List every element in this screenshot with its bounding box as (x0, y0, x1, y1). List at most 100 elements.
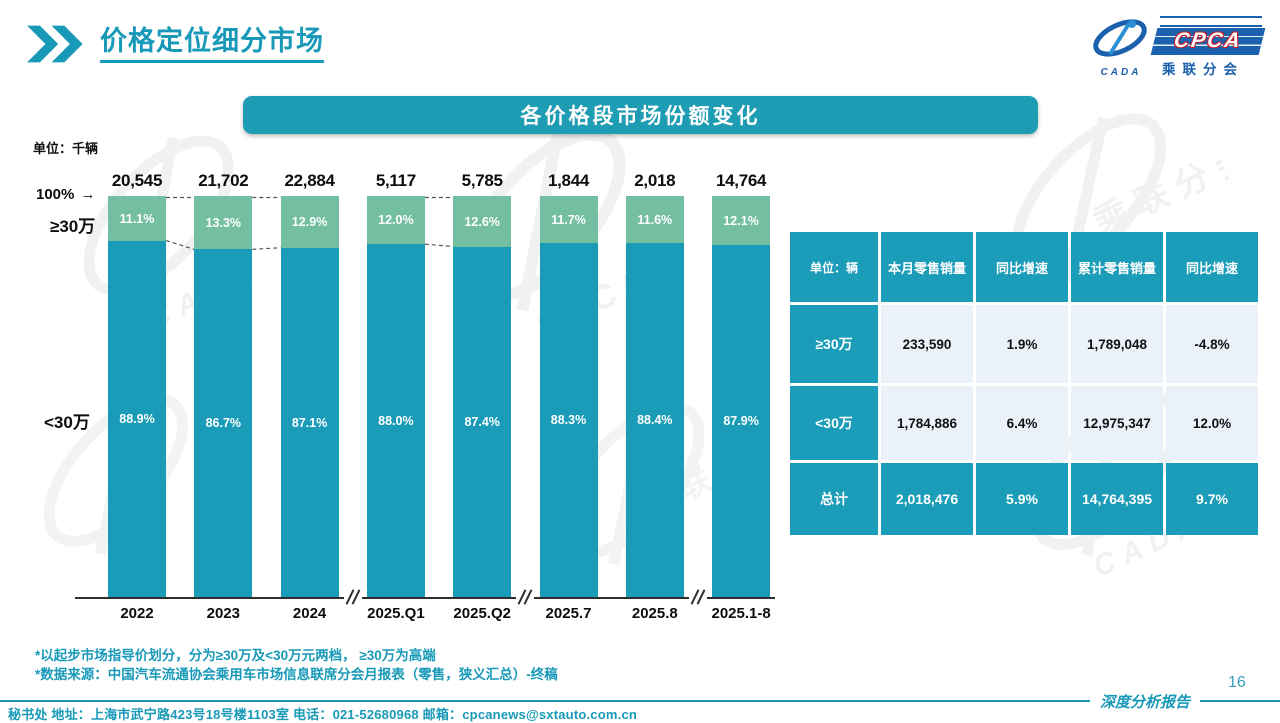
segment-high: 12.0% (366, 196, 425, 244)
segment-high: 13.3% (194, 196, 253, 249)
x-axis-label: 2025.Q1 (367, 605, 425, 622)
footnotes: *以起步市场指导价划分，分为≥30万及<30万元两档， ≥30万为高端 *数据来… (35, 646, 558, 684)
stacked-bar: 5,785 12.6% 87.4% 2025.Q2 (453, 171, 512, 622)
segment-value: 12.1% (723, 213, 759, 228)
table-unit-header: 单位：辆 (790, 232, 878, 302)
table-header-cell: 同比增速 (976, 232, 1068, 302)
table-cell: 233,590 (881, 305, 973, 383)
stacked-bar: 22,884 12.9% 87.1% 2024 (280, 171, 339, 622)
double-chevron-icon (26, 24, 84, 64)
table-cell: 12.0% (1166, 386, 1258, 460)
segment-low: 88.0% (366, 244, 425, 597)
segment-value: 88.4% (637, 413, 673, 427)
segment-value: 87.4% (464, 415, 500, 429)
cpca-logo: CADA CPCA 乘联分会 (1092, 16, 1267, 78)
bar-chart: 20,545 11.1% 88.9% 2022 21,702 13.3% 86.7% 2023… (75, 171, 775, 622)
cada-label: CADA (1100, 67, 1142, 78)
cpca-wordmark: CPCA (1150, 28, 1266, 55)
stacked-bar: 1,844 11.7% 88.3% 2025.7 (539, 171, 598, 622)
table-cell: 2,018,476 (881, 463, 973, 535)
chart-unit-label: 单位：千辆 (33, 141, 99, 156)
chart-title: 各价格段市场份额变化 (520, 105, 761, 128)
segment-value: 12.0% (378, 213, 414, 227)
x-axis-label: 2025.1-8 (711, 605, 771, 622)
chart-title-banner: 各价格段市场份额变化 (243, 96, 1038, 134)
table-cell: 6.4% (976, 386, 1068, 460)
x-axis-label: 2025.8 (631, 605, 678, 622)
segment-value: 13.3% (205, 215, 242, 230)
table-cell: 5.9% (976, 463, 1068, 535)
bar-total-label: 14,764 (715, 171, 767, 190)
cpca-subtitle: 乘联分会 (1162, 62, 1244, 77)
table-row-label: 总计 (790, 463, 878, 535)
segment-low: 88.3% (539, 243, 598, 597)
bar-total-label: 21,702 (198, 171, 249, 190)
page-title: 价格定位细分市场 (100, 25, 324, 63)
stacked-bar: 14,764 12.1% 87.9% 2025.1-8 (711, 171, 771, 622)
segment-low: 87.4% (453, 247, 512, 597)
x-axis-label: 2023 (206, 605, 240, 622)
table-cell: 14,764,395 (1071, 463, 1163, 535)
bar-total-label: 22,884 (284, 171, 335, 190)
segment-high: 12.9% (280, 196, 339, 248)
table-cell: -4.8% (1166, 305, 1258, 383)
axis-break-mark (343, 588, 362, 606)
table-cell: 9.7% (1166, 463, 1258, 535)
bar-total-label: 5,785 (461, 171, 503, 190)
footnote-line: *以起步市场指导价划分，分为≥30万及<30万元两档， ≥30万为高端 (35, 648, 436, 663)
page-number: 16 (1228, 674, 1246, 691)
table-row-label: ≥30万 (790, 305, 878, 383)
data-table: 单位：辆 本月零售销量 同比增速 累计零售销量 同比增速 ≥30万 233,590 1.9% 1… (790, 232, 1258, 535)
segment-value: 11.1% (119, 211, 155, 226)
table-header-cell: 本月零售销量 (881, 232, 973, 302)
footnote-line: *数据来源：中国汽车流通协会乘用车市场信息联席分会月报表（零售，狭义汇总）-终稿 (35, 667, 558, 682)
axis-break-mark (516, 588, 535, 606)
table-header-cell: 同比增速 (1166, 232, 1258, 302)
segment-value: 12.6% (464, 214, 500, 229)
segment-value: 11.6% (637, 212, 673, 227)
segment-value: 11.7% (551, 212, 586, 227)
table-cell: 1,789,048 (1071, 305, 1163, 383)
watermark-text: 乘联分会 (1088, 135, 1257, 241)
report-type-label: 深度分析报告 (1090, 691, 1201, 712)
segment-high: 11.7% (539, 196, 598, 243)
segment-value: 86.7% (205, 416, 242, 430)
segment-value: 87.1% (291, 415, 328, 430)
segment-low: 88.4% (625, 243, 684, 597)
x-axis-label: 2025.7 (545, 605, 592, 622)
segment-value: 88.9% (119, 412, 155, 426)
bar-total-label: 20,545 (111, 171, 163, 190)
x-axis-label: 2022 (120, 605, 154, 622)
axis-break-mark (688, 588, 707, 606)
segment-high: 12.6% (453, 196, 512, 247)
segment-low: 86.7% (194, 249, 253, 597)
segment-low: 87.9% (712, 245, 771, 597)
segment-value: 12.9% (291, 215, 328, 229)
x-axis-label: 2024 (292, 605, 327, 622)
bar-total-label: 5,117 (375, 171, 416, 190)
segment-high: 12.1% (712, 196, 771, 245)
segment-high: 11.1% (108, 196, 166, 241)
page-header: 价格定位细分市场 (26, 24, 324, 64)
bar-total-label: 2,018 (634, 171, 676, 190)
segment-value: 88.3% (550, 413, 587, 427)
stacked-bar: 5,117 12.0% 88.0% 2025.Q1 (366, 171, 425, 622)
table-row-label: <30万 (790, 386, 878, 460)
segment-low: 88.9% (108, 241, 166, 597)
logo-stripes (1160, 16, 1262, 27)
table-cell: 12,975,347 (1071, 386, 1163, 460)
footer-divider (0, 700, 1280, 702)
stacked-bar: 2,018 11.6% 88.4% 2025.8 (625, 171, 684, 622)
segment-high: 11.6% (625, 196, 684, 243)
cpca-logo-emblem-icon: CADA (1092, 16, 1150, 78)
table-cell: 1.9% (976, 305, 1068, 383)
segment-low: 87.1% (280, 248, 339, 597)
table-cell: 1,784,886 (881, 386, 973, 460)
contact-info: 秘书处 地址：上海市武宁路423号18号楼1103室 电话：021-526809… (8, 707, 638, 722)
bar-total-label: 1,844 (547, 171, 590, 190)
segment-value: 87.9% (723, 414, 759, 428)
table-header-cell: 累计零售销量 (1071, 232, 1163, 302)
x-axis-label: 2025.Q2 (453, 605, 511, 622)
stacked-bar: 21,702 13.3% 86.7% 2023 (194, 171, 253, 622)
segment-value: 88.0% (378, 413, 414, 428)
